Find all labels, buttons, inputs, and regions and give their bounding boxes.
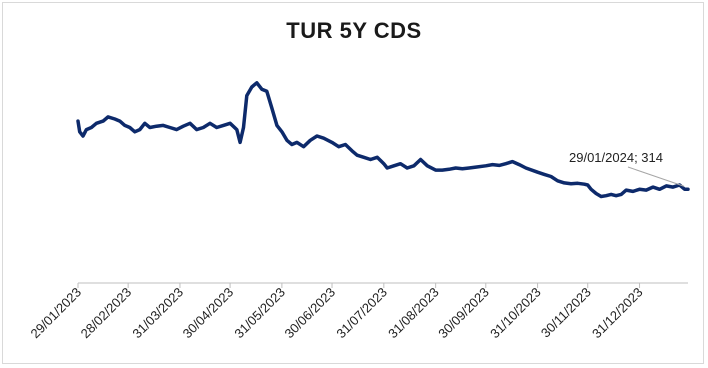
annotation-leader (627, 166, 685, 187)
cds-series-line (76, 81, 690, 199)
chart-title: TUR 5Y CDS (286, 18, 422, 43)
x-tick-label: 31/03/2023 (129, 285, 186, 342)
x-tick-label: 30/09/2023 (435, 285, 492, 342)
annotation-label: 29/01/2024; 314 (569, 150, 663, 165)
x-tick-label: 28/02/2023 (78, 285, 135, 342)
chart-frame (2, 2, 704, 364)
x-tick-label: 31/08/2023 (385, 285, 442, 342)
x-tick-label: 31/12/2023 (589, 285, 646, 342)
x-tick-label: 29/01/2023 (27, 285, 84, 342)
x-tick-label: 30/06/2023 (282, 285, 339, 342)
x-ticks: 29/01/202328/02/202331/03/202330/04/2023… (27, 283, 646, 342)
x-tick-label: 31/07/2023 (333, 285, 390, 342)
x-tick-label: 30/04/2023 (180, 285, 237, 342)
x-tick-label: 30/11/2023 (538, 285, 594, 341)
x-tick-label: 31/10/2023 (487, 285, 544, 342)
x-tick-label: 31/05/2023 (231, 285, 288, 342)
